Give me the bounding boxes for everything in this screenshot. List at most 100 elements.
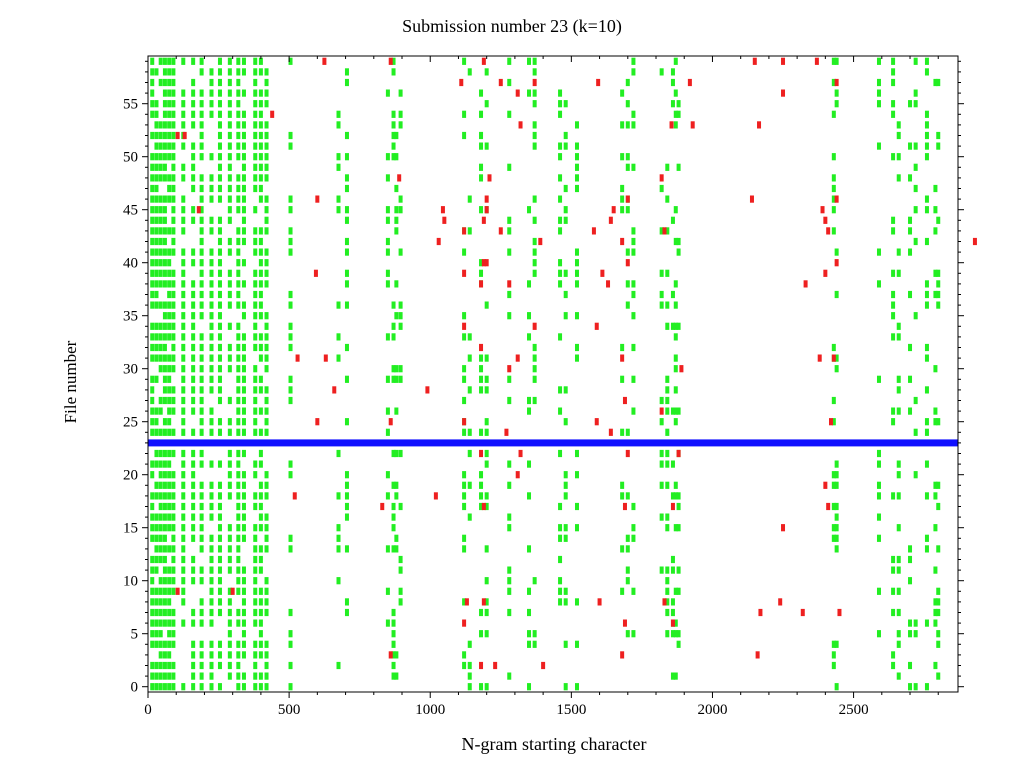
data-point-green [831,174,836,182]
data-point-green [227,492,232,500]
data-point-green [167,227,172,235]
data-point-green [158,131,163,140]
data-point-green [167,513,172,521]
data-point-green [924,110,929,118]
data-point-green [398,365,403,373]
data-point-red [606,280,611,288]
data-point-green [171,386,176,394]
data-point-green [344,131,349,140]
data-point-green [484,545,489,553]
data-point-red [662,598,667,606]
data-point-green [385,237,390,246]
data-point-green [258,227,263,235]
data-point-green [264,100,269,108]
data-point-green [191,89,196,97]
data-point-green [217,534,222,542]
data-point-green [236,428,241,436]
data-point-green [391,630,396,638]
data-point-green [227,343,232,352]
data-point-green [831,524,836,532]
data-point-green [171,534,176,542]
data-point-green [199,269,204,277]
data-point-green [154,206,159,214]
data-point-green [227,640,232,648]
data-point-green [673,587,678,595]
data-point-green [158,630,163,638]
data-point-green [385,428,390,436]
data-point-green [199,121,204,129]
data-point-green [391,301,396,309]
data-point-green [574,598,579,606]
data-point-green [876,449,881,458]
data-point-green [191,333,196,341]
data-point-green [191,301,196,309]
data-point-green [217,174,222,182]
data-point-green [288,630,293,638]
data-point-green [209,174,214,182]
data-point-green [227,269,232,277]
data-point-red [498,78,503,87]
data-point-green [896,153,901,161]
data-point-red [313,269,318,277]
data-point-green [150,153,155,161]
data-point-green [558,142,563,150]
data-point-green [665,608,670,617]
data-point-green [659,460,664,468]
data-point-green [344,237,349,246]
data-point-green [532,269,537,277]
data-point-green [625,534,630,542]
data-point-green [199,619,204,627]
data-point-green [150,407,155,415]
data-point-green [834,248,839,256]
data-point-green [236,386,241,394]
data-point-green [209,354,214,362]
data-point-green [532,343,537,352]
data-point-green [241,513,246,521]
data-point-green [217,577,222,585]
data-point-green [158,195,163,203]
data-point-green [673,524,678,532]
data-point-green [227,206,232,214]
data-point-green [264,121,269,129]
data-point-green [834,365,839,373]
data-point-green [199,598,204,606]
data-point-green [162,89,167,97]
data-point-green [264,259,269,267]
data-point-green [158,651,163,659]
data-point-green [227,460,232,468]
data-point-green [167,301,172,309]
data-point-green [209,216,214,224]
data-point-green [150,418,155,426]
data-point-green [527,312,532,320]
data-point-green [171,195,176,203]
data-point-green [484,354,489,362]
data-point-green [171,566,176,574]
data-point-green [209,333,214,341]
data-point-green [236,492,241,500]
data-point-green [241,683,246,691]
data-point-green [913,142,918,150]
data-point-green [336,492,341,500]
data-point-green [288,534,293,542]
data-point-green [227,237,232,246]
data-point-red [462,322,467,330]
data-point-green [171,227,176,235]
data-point-green [181,524,186,532]
data-point-green [199,333,204,341]
data-point-green [924,237,929,246]
data-point-green [171,110,176,118]
data-point-green [933,524,938,532]
data-point-green [227,555,232,564]
data-point-green [467,449,472,458]
data-point-green [150,184,155,193]
data-point-green [150,598,155,606]
data-point-green [264,598,269,606]
data-point-green [171,301,176,309]
chart-title: Submission number 23 (k=10) [402,16,622,36]
data-point-green [158,216,163,224]
data-point-green [558,449,563,458]
data-point-green [158,237,163,246]
data-point-green [258,89,263,97]
data-point-green [908,577,913,585]
data-point-green [264,153,269,161]
